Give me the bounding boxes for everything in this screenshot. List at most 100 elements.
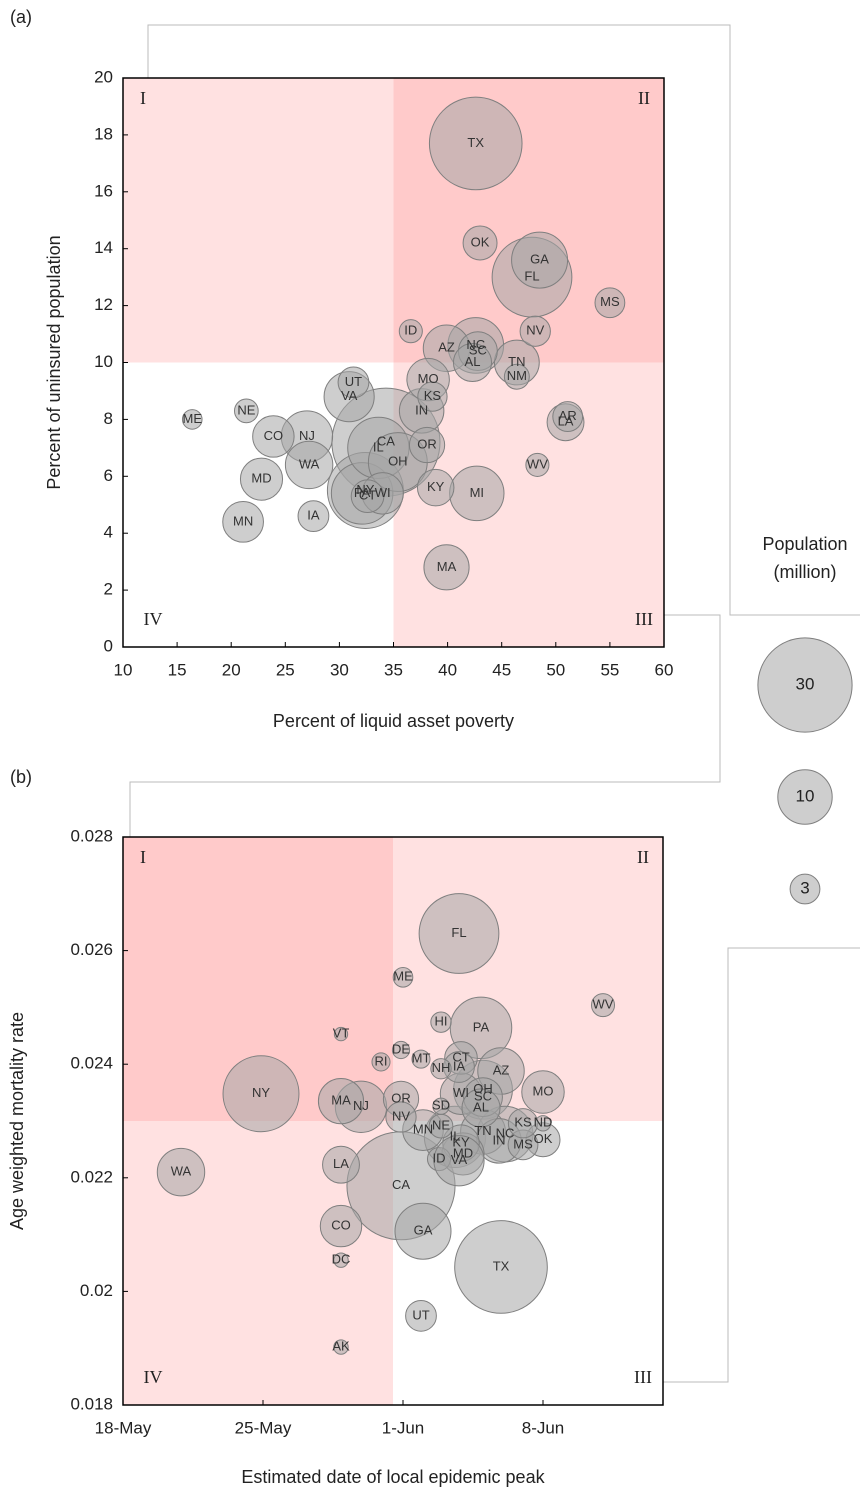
- bubble-label: WI: [453, 1085, 469, 1100]
- quadrant-label: II: [638, 88, 650, 108]
- quadrant-label: I: [140, 88, 146, 108]
- bubble-label: CA: [392, 1177, 410, 1192]
- bubble: [552, 401, 584, 432]
- bubble-label: CT: [452, 1049, 469, 1064]
- bubble-label: HI: [435, 1014, 448, 1029]
- bubble: [333, 1339, 349, 1355]
- plot-frame: [122, 836, 664, 1406]
- bubble-label: KY: [427, 479, 445, 494]
- bubble: [534, 1115, 552, 1132]
- bubble-label: IL: [373, 439, 384, 454]
- bubble-label: KY: [452, 1135, 470, 1150]
- bubble: [417, 381, 448, 412]
- bubble-label: WV: [527, 456, 548, 471]
- bubble: [398, 319, 423, 344]
- bubble: [156, 1147, 206, 1197]
- bubble-label: OK: [534, 1131, 553, 1146]
- bubble-label: NJ: [299, 428, 315, 443]
- x-tick-label: 25-May: [235, 1418, 292, 1437]
- bubble-label: PA: [354, 485, 371, 500]
- bubble-label: OR: [417, 436, 437, 451]
- bubble-label: IN: [415, 402, 428, 417]
- x-tick-label: 40: [438, 660, 457, 679]
- bubble-label: OH: [388, 454, 408, 469]
- bubble: [391, 1040, 411, 1060]
- bubble-label: AZ: [438, 340, 455, 355]
- quadrant-label: IV: [144, 1367, 163, 1387]
- bubble: [405, 1299, 437, 1332]
- bubble-label: AZ: [493, 1062, 510, 1077]
- bubble: [430, 1058, 452, 1080]
- y-axis-title: Percent of uninsured population: [44, 235, 64, 489]
- bubble-label: IL: [450, 1128, 461, 1143]
- bubble: [594, 287, 626, 319]
- bubble-label: VA: [341, 388, 358, 403]
- bubble: [371, 1052, 391, 1072]
- bubble-label: NC: [466, 337, 485, 352]
- bubble-label: ID: [404, 323, 417, 338]
- bubble: [284, 440, 334, 490]
- bubble: [322, 1145, 360, 1184]
- bubble-label: AL: [465, 354, 481, 369]
- bubble-label: IN: [493, 1132, 506, 1147]
- bubble-label: SD: [432, 1098, 450, 1113]
- bubble-label: AR: [559, 408, 577, 423]
- y-axis-title: Age weighted mortality rate: [7, 1012, 27, 1230]
- bubble-label: FL: [451, 925, 466, 940]
- y-tick-label: 8: [104, 409, 113, 428]
- y-tick-label: 10: [94, 352, 113, 371]
- bubble: [411, 1049, 431, 1069]
- bubble-label: NH: [432, 1060, 451, 1075]
- y-tick-label: 4: [104, 523, 113, 542]
- x-tick-label: 25: [276, 660, 295, 679]
- bubble: [432, 1097, 450, 1115]
- bubble: [525, 452, 550, 477]
- size-legend-bubble: [789, 873, 821, 905]
- bubble-label: NJ: [353, 1098, 369, 1113]
- bubble: [350, 479, 385, 514]
- bubble: [521, 1070, 565, 1114]
- bubble-label: TN: [508, 354, 525, 369]
- bubble: [462, 225, 498, 261]
- bubble-label: PA: [473, 1019, 490, 1034]
- x-tick-label: 20: [222, 660, 241, 679]
- bubble: [317, 1078, 365, 1125]
- bubble: [416, 468, 455, 507]
- bubble-label: WV: [593, 997, 614, 1012]
- bubble-label: AL: [473, 1099, 489, 1114]
- bubble-label: LA: [558, 414, 574, 429]
- bubble-label: IA: [453, 1058, 466, 1073]
- bubble-label: DC: [332, 1252, 351, 1267]
- bubble-label: MI: [470, 485, 484, 500]
- bubble-label: DE: [392, 1041, 410, 1056]
- y-tick-label: 12: [94, 295, 113, 314]
- bubble-label: VT: [333, 1026, 350, 1041]
- x-tick-label: 10: [114, 660, 133, 679]
- size-legend-bubble: [757, 637, 853, 733]
- bubble-label: CT: [359, 488, 376, 503]
- bubble-label: CO: [264, 428, 284, 443]
- bubble: [333, 1252, 349, 1268]
- y-tick-label: 0.018: [70, 1394, 113, 1413]
- bubble-label: MA: [437, 559, 457, 574]
- bubble-label: MO: [533, 1083, 554, 1098]
- size-legend-title: Population: [762, 534, 847, 554]
- y-tick-label: 2: [104, 580, 113, 599]
- bubble-label: AK: [332, 1339, 350, 1354]
- bubble: [385, 1101, 417, 1133]
- y-tick-label: 16: [94, 181, 113, 200]
- bubble: [394, 1202, 452, 1260]
- bubble-label: MO: [418, 371, 439, 386]
- bubble-label: LA: [333, 1156, 349, 1171]
- bubble-label: MT: [412, 1051, 431, 1066]
- bubble-label: WA: [171, 1164, 192, 1179]
- x-tick-label: 15: [168, 660, 187, 679]
- bubble: [408, 426, 446, 464]
- bubble-label: TX: [493, 1258, 510, 1273]
- bubble: [337, 366, 370, 399]
- bubble: [252, 415, 295, 458]
- bubble: [233, 398, 259, 424]
- bubble-label: OK: [471, 234, 490, 249]
- bubble: [590, 993, 616, 1018]
